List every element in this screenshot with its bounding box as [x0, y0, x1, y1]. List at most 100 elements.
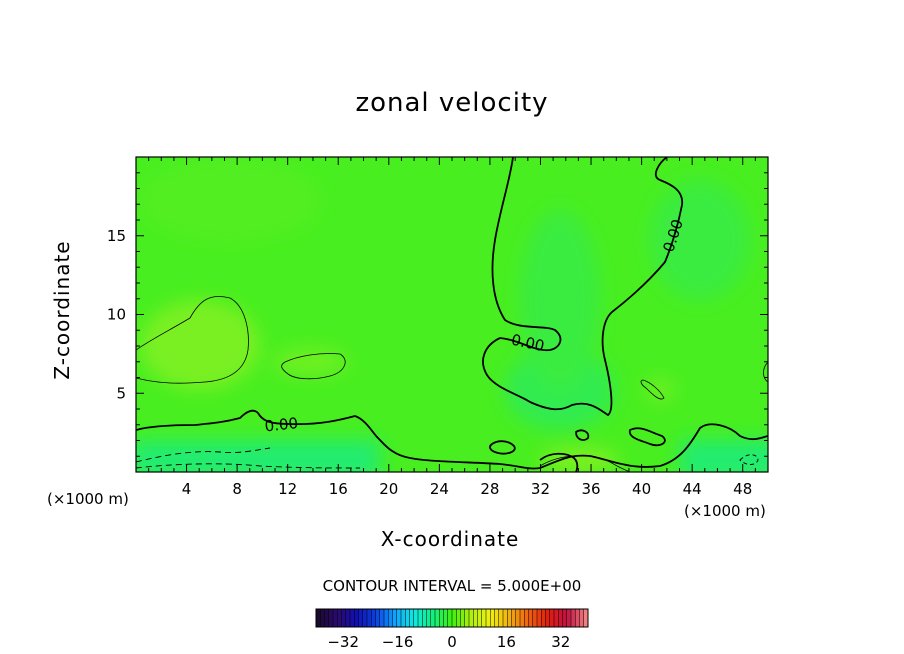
contour-interval-text: CONTOUR INTERVAL = 5.000E+00	[322, 577, 582, 595]
x-tick-label: 24	[430, 480, 449, 498]
contour-zero	[136, 409, 768, 470]
colorbar-cell	[494, 609, 500, 627]
colorbar-cell	[409, 609, 415, 627]
x-tick-label: 32	[531, 480, 550, 498]
y-axis-label: Z-coordinate	[50, 240, 74, 380]
colorbar-cell	[473, 609, 478, 627]
colorbar-cell	[464, 609, 470, 627]
y-tick-label: 5	[116, 384, 126, 402]
contour-lines	[136, 157, 768, 472]
colorbar-cell	[562, 609, 568, 627]
colorbar-cell	[583, 609, 589, 627]
contour-positive	[640, 379, 665, 400]
contour-positive	[136, 296, 249, 384]
colorbar-cell	[520, 609, 525, 627]
contour-zero	[628, 427, 666, 447]
colorbar-cell	[341, 609, 347, 627]
colorbar-cell	[528, 609, 534, 627]
colorbar-cell	[549, 609, 555, 627]
colorbar-cell	[456, 609, 461, 627]
colorbar-cell	[328, 609, 334, 627]
colorbar-tick-label: −16	[382, 633, 414, 651]
field-patch	[140, 300, 260, 390]
x-axis-unit-left: (×1000 m)	[47, 490, 129, 508]
x-tick-label: 8	[232, 480, 242, 498]
field-patch	[520, 210, 600, 390]
colorbar-tick-label: 16	[497, 633, 516, 651]
colorbar-cell	[571, 609, 576, 627]
colorbar-cell	[460, 609, 466, 627]
contour-positive	[763, 361, 768, 383]
field-patch	[140, 160, 320, 240]
colorbar-cell	[443, 609, 449, 627]
contour-negative	[136, 463, 361, 469]
colorbar-cell	[503, 609, 508, 627]
x-tick-label: 16	[329, 480, 348, 498]
colorbar-cell	[558, 609, 563, 627]
x-tick-label: 20	[379, 480, 398, 498]
colorbar-cell	[477, 609, 483, 627]
colorbar-cell	[469, 609, 474, 627]
colorbar-cell	[515, 609, 521, 627]
colorbar-cell	[375, 609, 381, 627]
colorbar-cell	[566, 609, 572, 627]
colorbar-frame	[315, 608, 589, 628]
colorbar-cell	[447, 609, 453, 627]
contour-zero	[575, 429, 590, 441]
colorbar-tick-label: −32	[327, 633, 359, 651]
field-patch	[645, 378, 675, 402]
x-tick-label: 44	[683, 480, 702, 498]
colorbar-cell	[367, 609, 372, 627]
colorbar-cell	[554, 609, 559, 627]
colorbar-cell	[435, 609, 440, 627]
x-tick-label: 4	[182, 480, 192, 498]
colorbar-cell	[320, 609, 325, 627]
colorbar-cell	[392, 609, 398, 627]
colorbar-cell	[354, 609, 359, 627]
colorbar-cell	[422, 609, 427, 627]
contour-positive	[539, 455, 631, 472]
x-axis-unit-right: (×1000 m)	[684, 502, 766, 520]
contour-negative	[136, 447, 271, 463]
colorbar-cell	[337, 609, 342, 627]
colorbar-cell	[333, 609, 338, 627]
colorbar-tick-label: 32	[551, 633, 570, 651]
colorbar-cell	[507, 609, 512, 627]
colorbar-cell	[575, 609, 580, 627]
contour-negative	[739, 454, 759, 465]
colorbar-cell	[511, 609, 517, 627]
field-patch	[650, 180, 750, 300]
colorbar-cell	[532, 609, 538, 627]
contour-label: 0.00	[264, 414, 299, 435]
x-tick-label: 48	[733, 480, 752, 498]
colorbar-cell	[316, 609, 321, 627]
colorbar-cell	[439, 609, 444, 627]
colorbar-cell	[401, 609, 406, 627]
colorbar-cell	[362, 609, 368, 627]
colorbar-cell	[486, 609, 491, 627]
colorbar-cell	[350, 609, 355, 627]
contour-zero	[539, 452, 579, 472]
contour-label-text: 0.00	[264, 414, 299, 435]
colorbar-cell	[418, 609, 423, 627]
x-tick-label: 12	[278, 480, 297, 498]
colorbar-cell	[405, 609, 410, 627]
contour-zero	[482, 157, 683, 417]
colorbar-cell	[345, 609, 351, 627]
colorbar-cell	[524, 609, 529, 627]
contour-zero	[489, 440, 516, 455]
colorbar-cell	[498, 609, 504, 627]
x-tick-label: 28	[480, 480, 499, 498]
x-tick-label: 36	[581, 480, 600, 498]
colorbar-cell	[413, 609, 419, 627]
colorbar-cell	[430, 609, 436, 627]
colorbar-cell	[490, 609, 495, 627]
colorbar-cell	[396, 609, 402, 627]
colorbar-cell	[541, 609, 546, 627]
field-patch	[272, 348, 348, 376]
colorbar-cell	[324, 609, 330, 627]
x-tick-label: 40	[632, 480, 651, 498]
colorbar-cell	[545, 609, 551, 627]
